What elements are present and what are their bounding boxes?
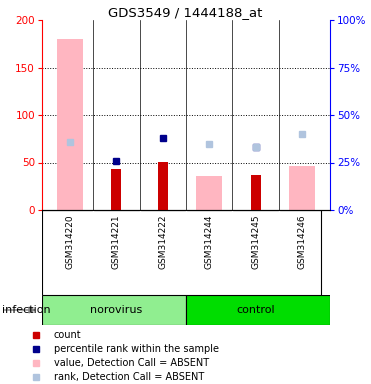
Text: rank, Detection Call = ABSENT: rank, Detection Call = ABSENT	[54, 372, 204, 382]
Bar	[289, 166, 315, 210]
Bar	[57, 39, 83, 210]
Text: GSM314246: GSM314246	[298, 214, 306, 269]
Text: value, Detection Call = ABSENT: value, Detection Call = ABSENT	[54, 358, 209, 368]
Bar	[250, 175, 261, 210]
Text: norovirus: norovirus	[90, 305, 142, 315]
Text: count: count	[54, 330, 81, 340]
Bar	[158, 162, 168, 210]
Text: GSM314221: GSM314221	[112, 214, 121, 269]
Text: GSM314245: GSM314245	[251, 214, 260, 269]
Text: percentile rank within the sample: percentile rank within the sample	[54, 344, 219, 354]
Bar	[197, 176, 222, 210]
Text: GDS3549 / 1444188_at: GDS3549 / 1444188_at	[108, 6, 263, 19]
Text: GSM314244: GSM314244	[205, 214, 214, 269]
Text: GSM314222: GSM314222	[158, 214, 167, 269]
Bar	[186, 295, 330, 325]
Text: infection: infection	[2, 305, 50, 315]
Text: GSM314220: GSM314220	[65, 214, 74, 269]
Bar	[111, 169, 121, 210]
Bar	[42, 295, 186, 325]
Text: control: control	[236, 305, 275, 315]
